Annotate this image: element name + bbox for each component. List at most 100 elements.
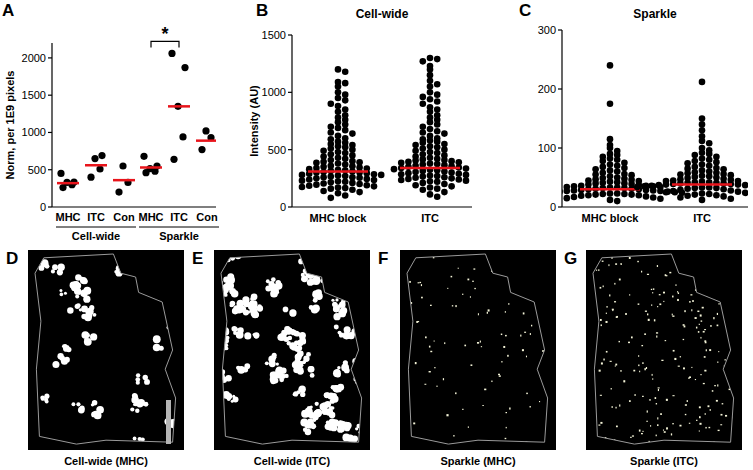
point bbox=[735, 181, 742, 188]
sparkle bbox=[736, 346, 738, 347]
blob bbox=[244, 301, 250, 307]
sparkle bbox=[701, 320, 703, 321]
blob bbox=[359, 380, 365, 386]
sparkle bbox=[628, 342, 630, 344]
sparkle bbox=[684, 310, 685, 312]
sparkle bbox=[616, 426, 618, 428]
sparkle bbox=[720, 283, 722, 284]
sparkle bbox=[677, 291, 678, 292]
plot-area bbox=[562, 62, 748, 204]
sparkle bbox=[717, 384, 718, 386]
point bbox=[663, 181, 670, 188]
sparkle bbox=[699, 324, 700, 325]
blob bbox=[52, 361, 59, 368]
point bbox=[706, 151, 713, 158]
point bbox=[342, 156, 349, 163]
point bbox=[578, 192, 585, 199]
blob bbox=[170, 266, 175, 271]
point bbox=[299, 184, 306, 191]
sparkle bbox=[690, 294, 692, 295]
point bbox=[699, 121, 706, 128]
point bbox=[420, 101, 427, 108]
sparkle bbox=[705, 273, 707, 274]
blob bbox=[306, 265, 309, 268]
y-tick bbox=[48, 132, 52, 133]
point bbox=[607, 167, 614, 174]
blob bbox=[358, 259, 364, 265]
blob bbox=[312, 424, 317, 429]
sparkle bbox=[650, 425, 651, 426]
sparkle bbox=[656, 403, 657, 404]
point bbox=[699, 155, 706, 162]
blob bbox=[360, 378, 367, 385]
blob bbox=[359, 284, 367, 292]
sparkle bbox=[704, 340, 706, 342]
blob bbox=[359, 428, 366, 435]
sparkle bbox=[699, 416, 701, 418]
sparkle bbox=[612, 309, 614, 310]
point bbox=[427, 154, 434, 161]
sparkle bbox=[674, 358, 676, 360]
sparkle bbox=[602, 261, 604, 262]
y-axis-label: Intensity (AU) bbox=[248, 85, 260, 157]
sparkle bbox=[632, 435, 634, 436]
point bbox=[328, 151, 335, 158]
blob bbox=[80, 277, 87, 284]
blob bbox=[340, 265, 345, 270]
mean-line bbox=[196, 139, 216, 142]
sparkle bbox=[725, 359, 726, 361]
y-tick-label: 0 bbox=[280, 201, 286, 213]
sparkle bbox=[511, 258, 513, 260]
point bbox=[140, 153, 147, 160]
blob bbox=[89, 305, 94, 310]
y-tick-label: 200 bbox=[538, 83, 556, 95]
blob bbox=[144, 402, 149, 407]
sparkle bbox=[453, 435, 454, 437]
blob bbox=[331, 385, 336, 390]
sparkle bbox=[657, 265, 658, 267]
point bbox=[335, 178, 342, 185]
point bbox=[420, 123, 427, 130]
point bbox=[335, 66, 342, 73]
blob bbox=[362, 265, 367, 270]
blob bbox=[333, 369, 341, 377]
point bbox=[335, 103, 342, 110]
blob bbox=[93, 313, 97, 317]
point bbox=[728, 187, 735, 194]
sparkle bbox=[601, 324, 602, 326]
x-tick-label: ITC bbox=[693, 212, 711, 224]
y-tick-label: 100 bbox=[538, 142, 556, 154]
point bbox=[742, 190, 748, 197]
sparkle bbox=[641, 271, 642, 273]
blob bbox=[334, 325, 339, 330]
sparkle bbox=[600, 287, 602, 289]
point bbox=[648, 182, 655, 189]
point bbox=[562, 188, 563, 195]
point bbox=[607, 136, 614, 143]
sparkle bbox=[731, 340, 733, 341]
sparkle bbox=[547, 341, 548, 343]
sparkle bbox=[594, 442, 596, 444]
sparkle bbox=[528, 267, 529, 269]
sparkle bbox=[663, 292, 665, 294]
point bbox=[91, 155, 98, 162]
sparkle bbox=[704, 370, 706, 372]
point bbox=[412, 174, 419, 181]
blob bbox=[218, 289, 222, 293]
mean-line bbox=[113, 179, 135, 182]
blob bbox=[172, 323, 180, 331]
point bbox=[643, 193, 650, 200]
sparkle bbox=[603, 359, 604, 361]
sparkle bbox=[468, 426, 469, 427]
sparkle bbox=[421, 297, 423, 299]
group-line bbox=[139, 227, 219, 228]
blob bbox=[356, 264, 362, 270]
point bbox=[607, 145, 614, 152]
sparkle bbox=[703, 331, 705, 333]
blob bbox=[359, 359, 363, 363]
sparkle bbox=[731, 297, 733, 299]
sparkle bbox=[685, 404, 687, 405]
point bbox=[412, 148, 419, 155]
blob bbox=[307, 279, 314, 286]
sparkle bbox=[419, 282, 421, 283]
